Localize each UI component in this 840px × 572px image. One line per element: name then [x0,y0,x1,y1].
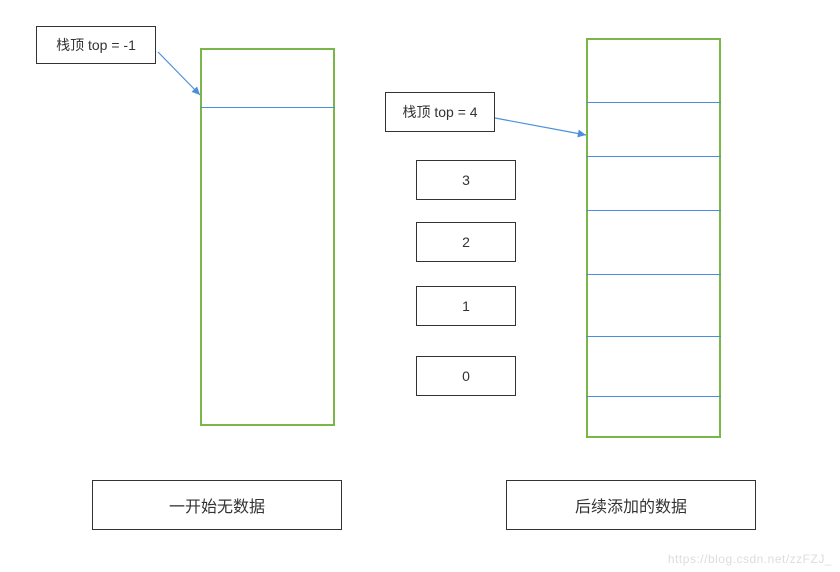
left-caption-box: 一开始无数据 [92,480,342,530]
stack-divider-line [200,107,335,108]
value-box-text: 0 [462,368,470,384]
value-box: 3 [416,160,516,200]
value-box: 2 [416,222,516,262]
value-box: 0 [416,356,516,396]
right-top-label-text: 栈顶 top = 4 [402,102,477,122]
stack-divider-line [586,274,721,275]
watermark-text: https://blog.csdn.net/zzFZJ_ [668,552,832,566]
stack-divider-line [586,102,721,103]
stack-divider-line [586,336,721,337]
right-stack-container [586,38,721,438]
stack-divider-line [586,156,721,157]
left-top-label-text: 栈顶 top = -1 [56,35,136,55]
value-box-text: 3 [462,172,470,188]
left-arrow [148,42,210,105]
right-caption-text: 后续添加的数据 [575,493,687,517]
left-top-label: 栈顶 top = -1 [36,26,156,64]
stack-divider-line [586,210,721,211]
value-box-text: 2 [462,234,470,250]
value-box: 1 [416,286,516,326]
stack-divider-line [586,396,721,397]
right-caption-box: 后续添加的数据 [506,480,756,530]
right-arrow [485,108,596,145]
left-stack-container [200,48,335,426]
left-caption-text: 一开始无数据 [169,493,265,517]
right-top-label: 栈顶 top = 4 [385,92,495,132]
value-box-text: 1 [462,298,470,314]
